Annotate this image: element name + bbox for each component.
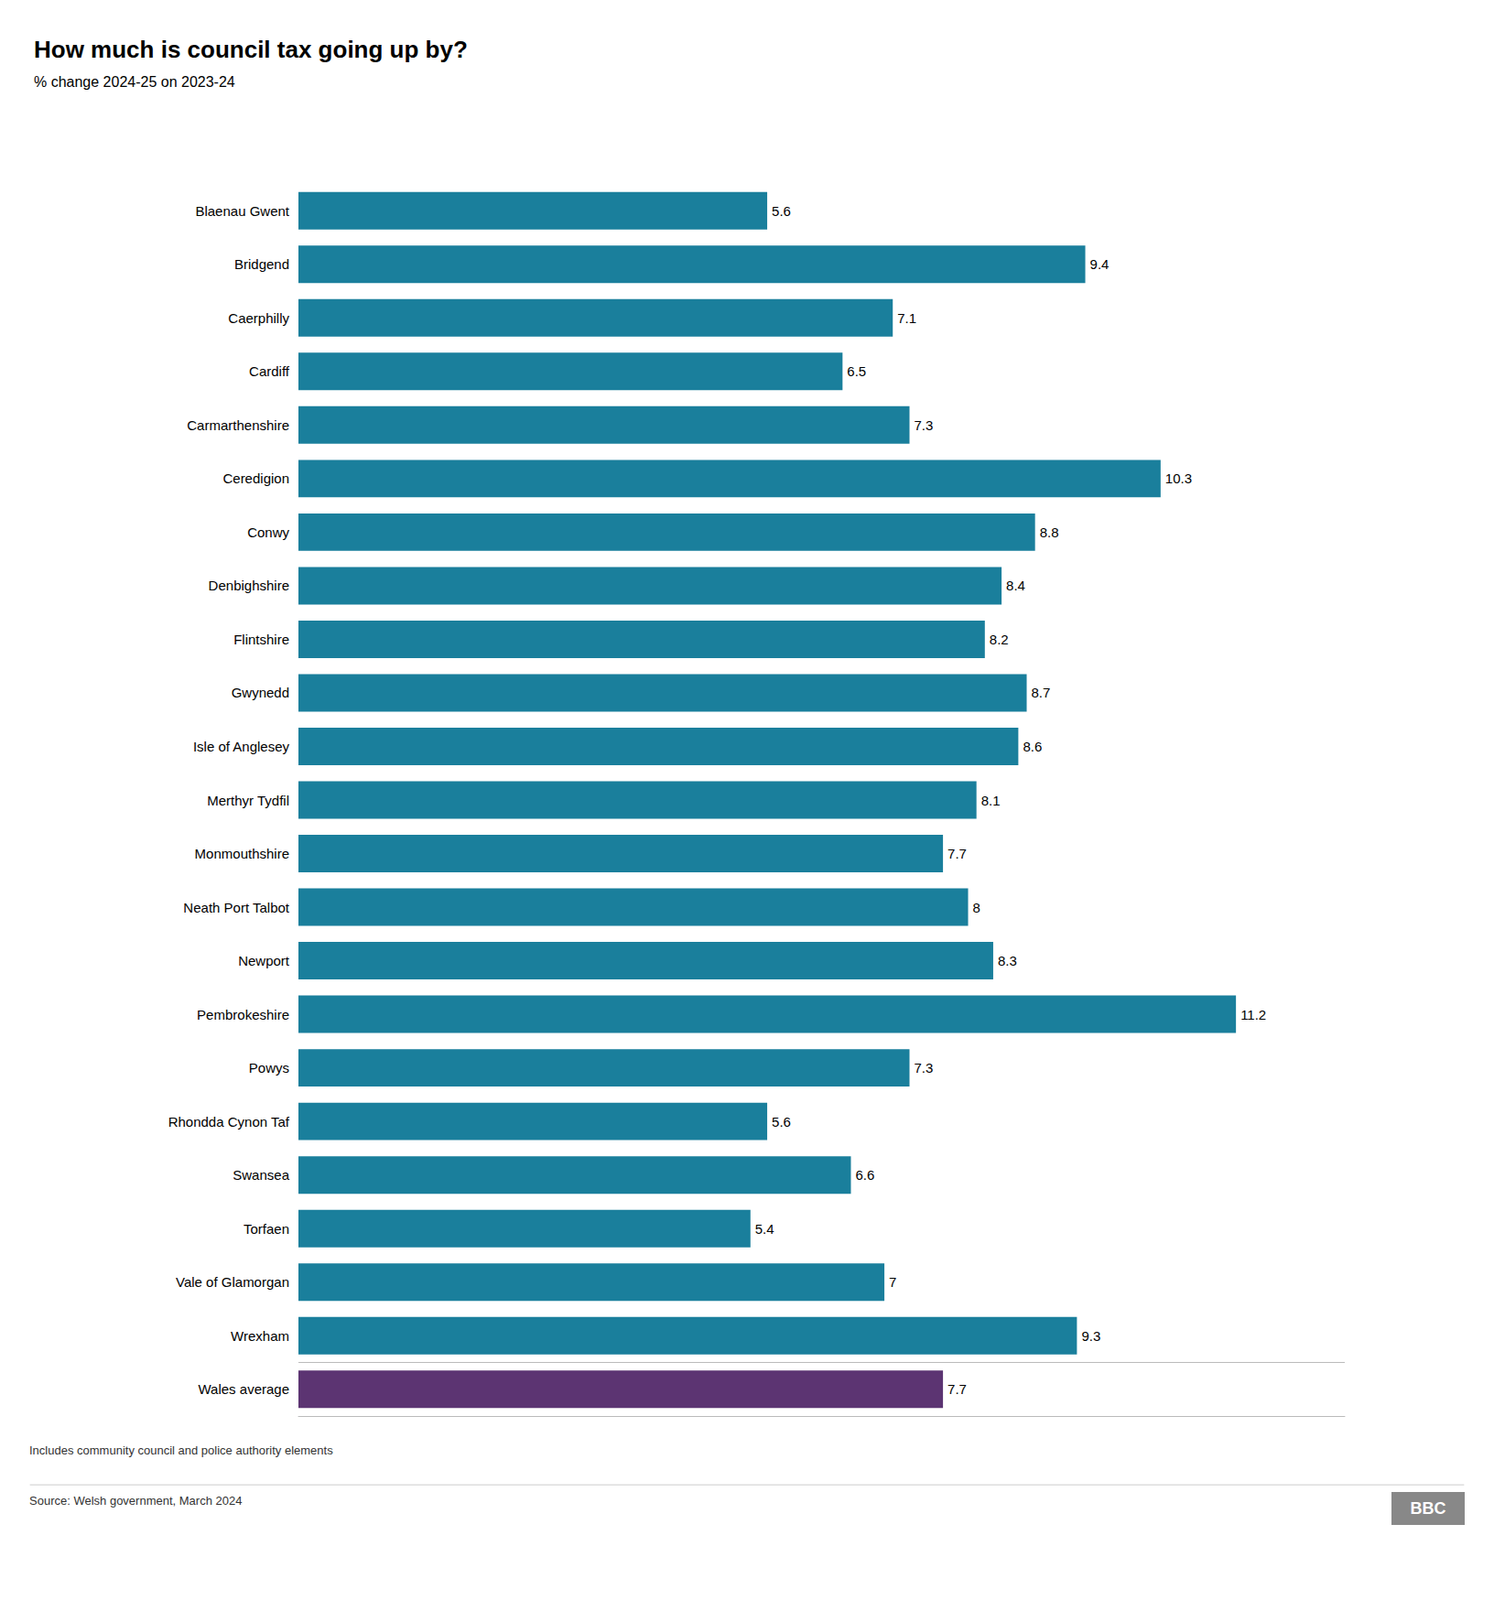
svg-text:Vale of Glamorgan: Vale of Glamorgan (175, 1274, 290, 1290)
svg-text:Wrexham: Wrexham (230, 1328, 290, 1344)
svg-text:Source: Welsh government, Marc: Source: Welsh government, March 2024 (29, 1494, 242, 1508)
svg-text:Denbighshire: Denbighshire (208, 577, 290, 594)
svg-text:5.6: 5.6 (771, 203, 791, 219)
svg-text:7.7: 7.7 (947, 845, 967, 862)
svg-text:Neath Port Talbot: Neath Port Talbot (183, 899, 290, 916)
svg-text:Caerphilly: Caerphilly (227, 310, 290, 326)
svg-text:8.4: 8.4 (1006, 577, 1026, 594)
svg-text:7.1: 7.1 (897, 310, 917, 326)
svg-text:8.1: 8.1 (981, 792, 1001, 809)
svg-text:Isle of Anglesey: Isle of Anglesey (193, 738, 291, 755)
svg-text:Merthyr Tydfil: Merthyr Tydfil (206, 792, 290, 809)
svg-text:5.6: 5.6 (771, 1114, 791, 1130)
svg-text:8: 8 (973, 899, 981, 916)
svg-text:Powys: Powys (249, 1060, 290, 1076)
svg-text:Swansea: Swansea (232, 1167, 290, 1183)
svg-text:9.4: 9.4 (1090, 256, 1110, 272)
svg-text:8.7: 8.7 (1031, 684, 1051, 701)
svg-text:10.3: 10.3 (1165, 470, 1192, 487)
svg-text:9.3: 9.3 (1081, 1328, 1101, 1344)
svg-text:8.6: 8.6 (1022, 738, 1042, 755)
svg-text:Monmouthshire: Monmouthshire (194, 845, 290, 862)
svg-text:How much is council tax going: How much is council tax going up by? (33, 35, 468, 64)
svg-text:8.3: 8.3 (997, 952, 1018, 969)
svg-text:7.3: 7.3 (914, 417, 934, 434)
svg-text:6.6: 6.6 (855, 1167, 876, 1183)
svg-text:Newport: Newport (238, 952, 291, 969)
svg-text:Gwynedd: Gwynedd (231, 684, 290, 701)
svg-text:7.3: 7.3 (914, 1060, 934, 1076)
svg-text:% change 2024-25 on 2023-24: % change 2024-25 on 2023-24 (33, 74, 236, 90)
svg-text:Carmarthenshire: Carmarthenshire (186, 417, 290, 434)
svg-text:Ceredigion: Ceredigion (222, 470, 290, 487)
svg-text:Flintshire: Flintshire (233, 631, 290, 648)
svg-text:11.2: 11.2 (1240, 1006, 1267, 1023)
svg-text:BBC: BBC (1410, 1499, 1447, 1518)
svg-text:Pembrokeshire: Pembrokeshire (196, 1006, 290, 1023)
svg-text:7.7: 7.7 (947, 1381, 967, 1397)
svg-text:6.5: 6.5 (846, 363, 867, 379)
svg-text:Cardiff: Cardiff (249, 363, 291, 379)
svg-text:Torfaen: Torfaen (243, 1221, 290, 1237)
svg-text:Rhondda Cynon Taf: Rhondda Cynon Taf (168, 1114, 291, 1130)
svg-text:Blaenau Gwent: Blaenau Gwent (194, 203, 290, 219)
svg-text:7: 7 (888, 1274, 897, 1290)
svg-text:8.2: 8.2 (989, 631, 1009, 648)
svg-text:Wales average: Wales average (198, 1381, 291, 1397)
svg-text:Conwy: Conwy (247, 524, 290, 541)
svg-text:Bridgend: Bridgend (234, 256, 290, 272)
svg-text:5.4: 5.4 (755, 1221, 775, 1237)
svg-text:Includes community council and: Includes community council and police au… (29, 1443, 334, 1458)
svg-text:8.8: 8.8 (1039, 524, 1060, 541)
